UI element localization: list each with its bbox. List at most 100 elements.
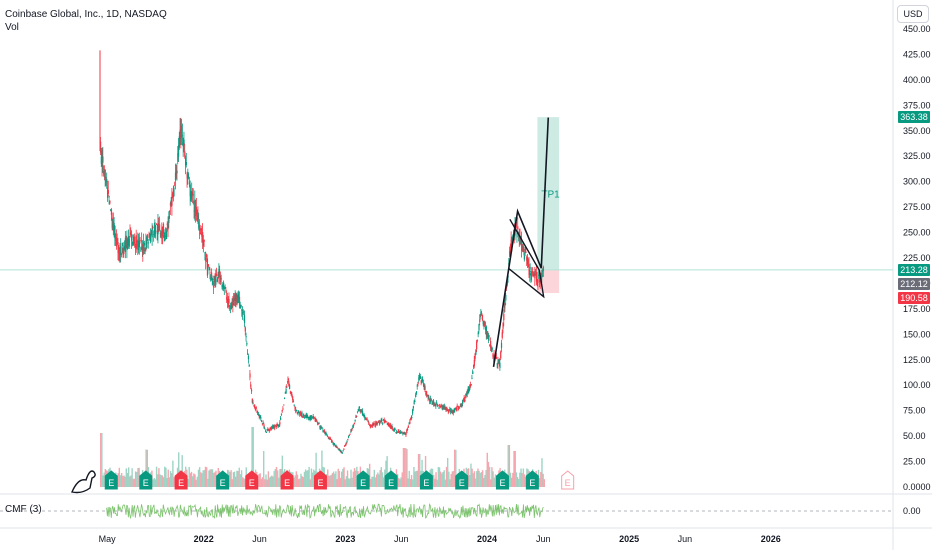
candle-body: [330, 440, 333, 442]
earnings-marker[interactable]: [104, 470, 118, 490]
earnings-marker[interactable]: [216, 470, 230, 490]
candle-body: [472, 371, 474, 374]
symbol-title[interactable]: Coinbase Global, Inc., 1D, NASDAQ: [5, 9, 167, 20]
candle-body: [154, 222, 156, 234]
candle-body: [359, 409, 361, 411]
earnings-marker[interactable]: [455, 470, 469, 490]
earnings-marker[interactable]: [419, 470, 433, 490]
volume-bar: [313, 469, 315, 487]
earnings-marker[interactable]: [495, 470, 509, 490]
volume-bar: [274, 468, 277, 487]
candle-body: [417, 381, 419, 385]
volume-bar: [197, 469, 200, 487]
volume-bar: [239, 474, 242, 487]
candle-body: [523, 249, 525, 255]
volume-bar: [476, 471, 478, 487]
candle-body: [495, 356, 498, 359]
candle-body: [217, 271, 219, 280]
candle-body: [410, 418, 412, 421]
volume-bar: [399, 479, 401, 487]
volume-bar: [278, 477, 280, 487]
candle-body: [210, 277, 212, 281]
candle-body: [509, 248, 512, 252]
volume-bar: [181, 455, 183, 487]
candle-body: [301, 412, 303, 417]
candle-body: [536, 279, 538, 282]
candle-body: [112, 221, 115, 231]
volume-bar: [349, 478, 351, 487]
candle-body: [389, 425, 391, 428]
volume-bar: [451, 471, 454, 487]
candle-body: [393, 428, 396, 431]
currency-button[interactable]: USD: [897, 5, 929, 23]
candle-body: [430, 399, 432, 401]
candle-body: [433, 403, 435, 406]
volume-bar: [330, 474, 332, 487]
volume-bar: [508, 445, 511, 487]
earnings-marker[interactable]: [245, 470, 259, 490]
volume-bar: [168, 477, 171, 487]
volume-bar: [371, 476, 373, 487]
candle-body: [234, 295, 236, 301]
candle-body: [450, 410, 453, 413]
candle-body: [414, 400, 416, 402]
volume-bar: [379, 470, 381, 487]
earnings-marker[interactable]: [356, 470, 370, 490]
volume-bar: [408, 470, 410, 487]
volume-bar: [304, 469, 307, 487]
candle-body: [324, 431, 326, 435]
candle-body: [379, 421, 381, 425]
candle-body: [126, 239, 128, 250]
candle-body: [475, 350, 477, 355]
candle-body: [360, 411, 362, 413]
volume-bar: [524, 476, 527, 487]
volume-bar: [435, 472, 437, 487]
y-tick-label: 375.00: [903, 100, 931, 110]
candle-body: [350, 430, 352, 432]
earnings-marker[interactable]: [174, 470, 188, 490]
volume-bar: [410, 474, 413, 487]
candle-body: [287, 378, 289, 380]
candle-body: [497, 360, 499, 365]
candle-body: [530, 271, 532, 281]
x-tick-label: Jun: [536, 534, 551, 544]
volume-bar: [126, 472, 129, 487]
candle-body: [268, 429, 271, 432]
candle-body: [498, 360, 500, 362]
earnings-marker-label: E: [108, 478, 114, 488]
volume-bar: [450, 473, 452, 487]
volume-bar: [308, 467, 310, 487]
earnings-marker[interactable]: [525, 470, 539, 490]
candle-body: [532, 273, 534, 275]
flag-channel[interactable]: [507, 218, 545, 299]
earnings-marker[interactable]: [139, 470, 153, 490]
candle-body: [370, 424, 372, 427]
candle-body: [204, 252, 206, 254]
candle-body: [152, 226, 154, 228]
candle-body: [138, 240, 140, 250]
earnings-marker[interactable]: [280, 470, 294, 490]
candle-body: [318, 423, 320, 425]
flag-projection-path[interactable]: [492, 117, 550, 368]
volume-bar: [252, 427, 254, 487]
volume-label[interactable]: Vol: [5, 22, 19, 33]
earnings-marker[interactable]: [384, 470, 398, 490]
volume-bar: [154, 479, 157, 487]
earnings-marker[interactable]: [561, 470, 575, 490]
volume-bar: [276, 470, 279, 487]
candle-body: [252, 402, 254, 404]
candle-body: [365, 417, 367, 420]
earnings-marker[interactable]: [313, 470, 327, 490]
candle-body: [192, 194, 194, 196]
candle-body: [348, 435, 350, 437]
candle-body: [358, 406, 361, 409]
candle-body: [168, 216, 170, 224]
candle-body: [219, 272, 221, 277]
cmf-value-label: 0.00: [903, 506, 921, 516]
candle-body: [134, 236, 136, 245]
volume-bar: [129, 476, 131, 487]
cmf-indicator-label[interactable]: CMF (3): [5, 504, 42, 515]
candle-body: [320, 426, 323, 428]
